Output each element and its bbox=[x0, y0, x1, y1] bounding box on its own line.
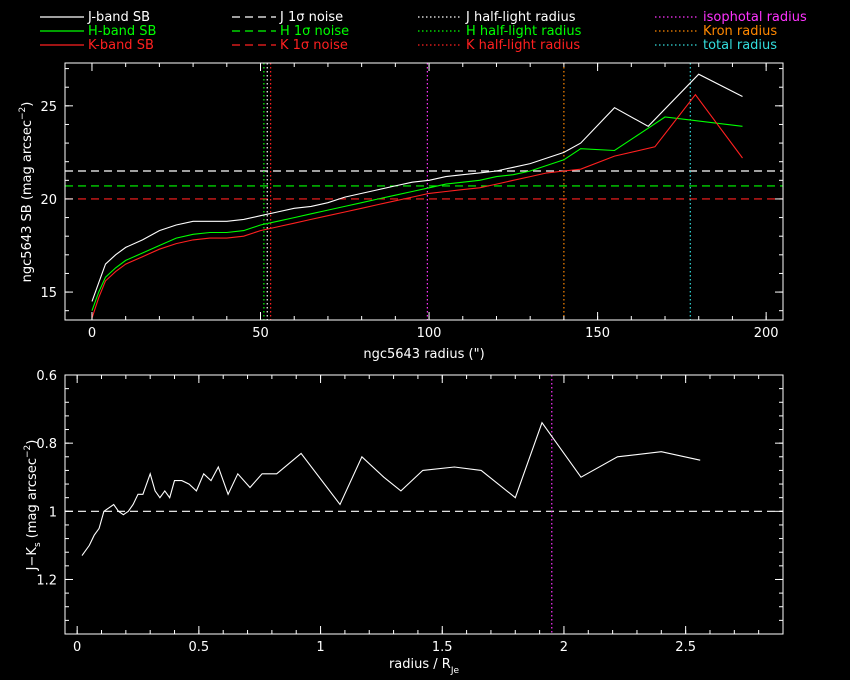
series-line-0 bbox=[91, 73, 743, 302]
y-tick-label: 0.8 bbox=[36, 437, 57, 452]
x-tick-label: 150 bbox=[585, 326, 610, 341]
y-tick-label: 25 bbox=[40, 100, 57, 115]
y-tick-label: 1 bbox=[49, 505, 57, 520]
x-tick-label: 1 bbox=[316, 640, 324, 655]
series-line-1 bbox=[91, 116, 743, 311]
color-x-axis-label: radius / RJe bbox=[389, 657, 460, 676]
sb-x-axis-label: ngc5643 radius (") bbox=[363, 347, 484, 362]
x-tick-label: 50 bbox=[252, 326, 269, 341]
legend-label: K half-light radius bbox=[466, 38, 580, 53]
series-line-2 bbox=[91, 93, 743, 319]
legend-label: H 1σ noise bbox=[280, 24, 349, 39]
sb-profile-panel: 0 50 100 150 200 15 20 25 ngc5643 radius (") ng… bbox=[18, 62, 784, 362]
sb-y-axis-label: ngc5643 SB (mag arcsec−2) bbox=[18, 102, 35, 283]
legend-label: H-band SB bbox=[88, 24, 156, 39]
y-tick-label: 0.6 bbox=[36, 369, 57, 384]
y-tick-label: 15 bbox=[40, 286, 57, 301]
legend-label: K 1σ noise bbox=[280, 38, 348, 53]
color-plot-frame bbox=[64, 374, 784, 635]
y-tick-label: 1.2 bbox=[36, 573, 57, 588]
legend-label: J-band SB bbox=[87, 10, 150, 25]
sb-axis-ticks: 0 50 100 150 200 15 20 25 bbox=[40, 63, 783, 341]
legend-label: J 1σ noise bbox=[279, 10, 343, 25]
color-profile-panel: 0 0.5 1 1.5 2 2.5 0.6 0.8 1 1.2 radius / RJe J−Ks… bbox=[23, 369, 784, 676]
x-tick-label: 200 bbox=[754, 326, 779, 341]
x-tick-label: 2 bbox=[560, 640, 568, 655]
legend-label: isophotal radius bbox=[703, 10, 807, 25]
y-tick-label: 20 bbox=[40, 193, 57, 208]
sb-plot-frame bbox=[64, 62, 784, 321]
x-tick-label: 0 bbox=[88, 326, 96, 341]
color-axis-ticks: 0 0.5 1 1.5 2 2.5 0.6 0.8 1 1.2 bbox=[36, 369, 783, 655]
legend-label: total radius bbox=[703, 38, 777, 53]
x-tick-label: 1.5 bbox=[432, 640, 453, 655]
x-tick-label: 0 bbox=[73, 640, 81, 655]
series-line-0 bbox=[81, 421, 701, 556]
color-y-axis-label: J−Ks (mag arcsec−2) bbox=[23, 440, 43, 572]
legend-label: K-band SB bbox=[88, 38, 154, 53]
x-tick-label: 0.5 bbox=[189, 640, 210, 655]
legend-label: H half-light radius bbox=[466, 24, 582, 39]
legend-label: J half-light radius bbox=[465, 10, 576, 25]
legend-label: Kron radius bbox=[703, 24, 777, 39]
x-tick-label: 100 bbox=[417, 326, 442, 341]
x-tick-label: 2.5 bbox=[675, 640, 696, 655]
